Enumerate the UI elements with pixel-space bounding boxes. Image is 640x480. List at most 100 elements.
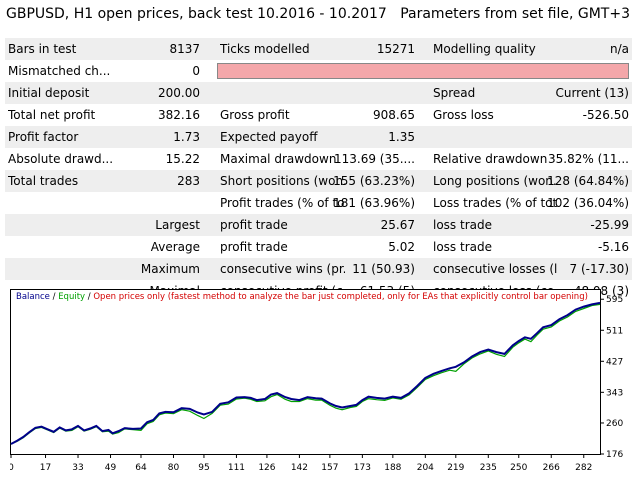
- gross-profit-value: 908.65: [373, 108, 415, 122]
- x-tick-label: 204: [417, 463, 434, 473]
- maximum-label: Maximum: [140, 262, 200, 276]
- y-axis: 176 260 343 427 511 595: [600, 295, 623, 460]
- stats-row: Average profit trade 5.02 loss trade -5.…: [5, 236, 632, 258]
- x-tick-label: 250: [510, 463, 527, 473]
- stats-row: Initial deposit 200.00 Spread Current (1…: [5, 82, 632, 104]
- x-tick-label: 0: [10, 463, 14, 473]
- x-tick-label: 95: [198, 463, 209, 473]
- y-tick-label: 176: [606, 450, 623, 460]
- average-label: Average: [150, 240, 200, 254]
- short-positions-value: 155 (63.23%): [333, 174, 415, 188]
- x-tick-label: 49: [105, 463, 117, 473]
- gross-loss-value: -526.50: [582, 108, 629, 122]
- stats-row: Profit trades (% of to... 181 (63.96%) L…: [5, 192, 632, 214]
- stats-row: Absolute drawd... 15.22 Maximal drawdown…: [5, 148, 632, 170]
- y-tick-label: 595: [606, 295, 623, 305]
- chart-legend: Balance / Equity / Open prices only (fas…: [16, 292, 588, 302]
- maximum-losses-value: 7 (-17.30): [569, 262, 630, 276]
- report-params: Parameters from set file, GMT+3: [400, 6, 630, 22]
- series-balance: [10, 301, 601, 445]
- x-tick-label: 157: [321, 463, 338, 473]
- stats-table: Bars in test 8137 Ticks modelled 15271 M…: [5, 38, 632, 302]
- largest-profit-label: profit trade: [220, 218, 288, 232]
- x-tick-label: 111: [228, 463, 245, 473]
- total-trades-label: Total trades: [8, 174, 79, 188]
- average-loss-value: -5.16: [597, 240, 629, 254]
- y-tick-label: 343: [606, 388, 623, 398]
- bars-in-test-value: 8137: [169, 42, 200, 56]
- profit-factor-label: Profit factor: [8, 130, 79, 144]
- legend-sep: /: [50, 292, 58, 302]
- gross-profit-label: Gross profit: [220, 108, 290, 122]
- x-tick-label: 173: [354, 463, 371, 473]
- total-net-profit-value: 382.16: [158, 108, 200, 122]
- total-trades-value: 283: [177, 174, 200, 188]
- short-positions-label: Short positions (won...: [220, 174, 345, 188]
- ticks-modelled-label: Ticks modelled: [220, 42, 310, 56]
- x-tick-label: 142: [291, 463, 308, 473]
- bars-in-test-label: Bars in test: [8, 42, 77, 56]
- legend-note: Open prices only (fastest method to anal…: [93, 292, 588, 302]
- long-positions-label: Long positions (won...: [433, 174, 558, 188]
- modelling-quality-label: Modelling quality: [433, 42, 536, 56]
- loss-trades-label: Loss trades (% of tot...: [433, 196, 558, 210]
- total-net-profit-label: Total net profit: [8, 108, 96, 122]
- loss-trades-value: 102 (36.04%): [547, 196, 629, 210]
- x-tick-label: 235: [480, 463, 497, 473]
- report-title: GBPUSD, H1 open prices, back test 10.201…: [6, 6, 387, 22]
- largest-loss-value: -25.99: [590, 218, 629, 232]
- average-profit-value: 5.02: [388, 240, 415, 254]
- maximum-wins-value: 11 (50.93): [352, 262, 415, 276]
- plot-area: [10, 289, 601, 455]
- initial-deposit-value: 200.00: [158, 86, 200, 100]
- x-tick-label: 282: [575, 463, 592, 473]
- legend-sep: /: [85, 292, 93, 302]
- mismatched-label: Mismatched ch...: [8, 64, 111, 78]
- long-positions-value: 128 (64.84%): [547, 174, 629, 188]
- initial-deposit-label: Initial deposit: [8, 86, 90, 100]
- x-tick-label: 80: [168, 463, 180, 473]
- relative-drawdown-value: 35.82% (11...: [548, 152, 629, 166]
- profit-trades-label: Profit trades (% of to...: [220, 196, 345, 210]
- modelling-quality-bar: [217, 63, 629, 79]
- profit-trades-value: 181 (63.96%): [333, 196, 415, 210]
- y-tick-label: 511: [606, 326, 623, 336]
- ticks-modelled-value: 15271: [376, 42, 415, 56]
- x-tick-label: 266: [543, 463, 560, 473]
- average-profit-label: profit trade: [220, 240, 288, 254]
- expected-payoff-value: 1.35: [388, 130, 415, 144]
- y-tick-label: 260: [606, 419, 623, 429]
- largest-label: Largest: [155, 218, 200, 232]
- maximal-drawdown-value: 113.69 (35....: [333, 152, 415, 166]
- stats-row: Mismatched ch... 0: [5, 60, 632, 82]
- legend-balance: Balance: [16, 292, 50, 302]
- average-loss-label: loss trade: [433, 240, 492, 254]
- gross-loss-label: Gross loss: [433, 108, 494, 122]
- mismatched-value: 0: [192, 64, 200, 78]
- absolute-drawdown-value: 15.22: [165, 152, 200, 166]
- stats-row: Maximum consecutive wins (pr... 11 (50.9…: [5, 258, 632, 280]
- x-axis: 0 17 33 49 64 80 95 111 126 142 157 173 188 204 219 235…: [10, 454, 592, 473]
- spread-label: Spread: [433, 86, 476, 100]
- x-tick-label: 219: [447, 463, 464, 473]
- maximum-losses-label: consecutive losses (l...: [433, 262, 558, 276]
- stats-row: Total trades 283 Short positions (won...…: [5, 170, 632, 192]
- relative-drawdown-label: Relative drawdown: [433, 152, 548, 166]
- largest-loss-label: loss trade: [433, 218, 492, 232]
- expected-payoff-label: Expected payoff: [220, 130, 318, 144]
- maximal-drawdown-label: Maximal drawdown: [220, 152, 337, 166]
- x-tick-label: 188: [384, 463, 401, 473]
- stats-row: Largest profit trade 25.67 loss trade -2…: [5, 214, 632, 236]
- balance-chart: Balance / Equity / Open prices only (fas…: [10, 289, 623, 473]
- absolute-drawdown-label: Absolute drawd...: [8, 152, 114, 166]
- x-tick-label: 33: [72, 463, 83, 473]
- stats-row: Total net profit 382.16 Gross profit 908…: [5, 104, 632, 126]
- x-tick-label: 17: [40, 463, 51, 473]
- profit-factor-value: 1.73: [173, 130, 200, 144]
- spread-value: Current (13): [555, 86, 629, 100]
- stats-row: Profit factor 1.73 Expected payoff 1.35: [5, 126, 632, 148]
- modelling-quality-value: n/a: [609, 42, 629, 56]
- legend-equity: Equity: [58, 292, 85, 302]
- y-tick-label: 427: [606, 357, 623, 367]
- stats-row: Bars in test 8137 Ticks modelled 15271 M…: [5, 38, 632, 60]
